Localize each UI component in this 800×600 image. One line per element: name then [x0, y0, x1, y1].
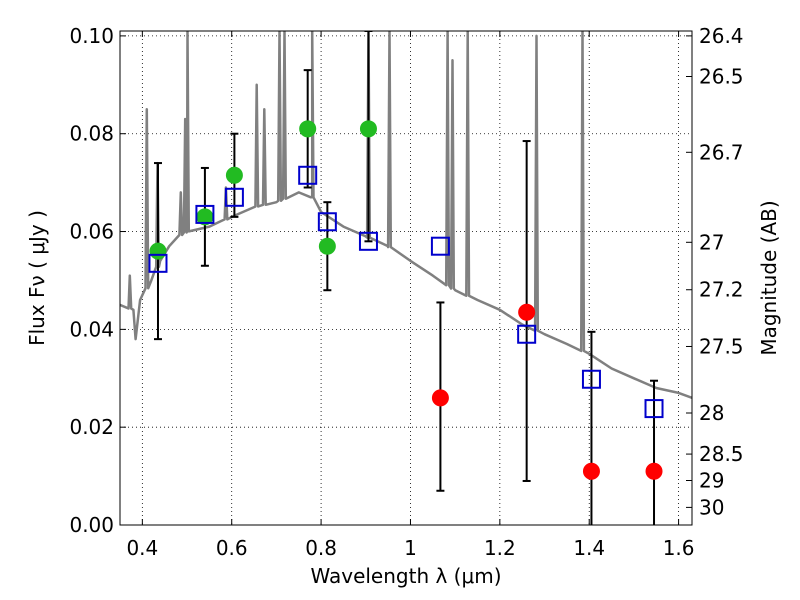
y2-tick-label: 27.5	[699, 334, 744, 358]
green-data-point	[299, 120, 317, 138]
red-data-point	[645, 462, 663, 480]
red-data-point	[582, 462, 600, 480]
y2-tick-label: 27	[699, 230, 724, 254]
y2-tick-label: 26.7	[699, 140, 744, 164]
model-photometry-square	[581, 369, 601, 389]
model-photometry-square	[358, 231, 378, 251]
model-photometry-square	[195, 204, 215, 224]
model-photometry-square	[298, 165, 318, 185]
x-tick-label: 1	[404, 536, 417, 560]
model-photometry-square	[644, 399, 664, 419]
y-tick-label: 0.04	[69, 317, 114, 341]
x-tick-label: 1.2	[484, 536, 516, 560]
y-tick-label: 0.02	[69, 415, 114, 439]
y-axis-label: Flux Fν ( μJy )	[25, 210, 49, 346]
y2-axis-label: Magnitude (AB)	[757, 200, 781, 355]
y2-tick-label: 28.5	[699, 442, 744, 466]
y-tick-label: 0.06	[69, 220, 114, 244]
plot-area	[120, 31, 692, 525]
model-photometry-square	[148, 253, 168, 273]
x-tick-label: 0.4	[126, 536, 158, 560]
red-data-point	[518, 303, 536, 321]
x-tick-label: 0.6	[216, 536, 248, 560]
model-photometry-square	[224, 187, 244, 207]
red-data-point	[431, 389, 449, 407]
plot-frame	[119, 30, 693, 526]
x-tick-label: 0.8	[305, 536, 337, 560]
y2-tick-label: 26.4	[699, 24, 744, 48]
x-axis-label: Wavelength λ (μm)	[310, 564, 501, 588]
model-spectrum-line	[120, 31, 692, 399]
y2-tick-label: 28	[699, 401, 724, 425]
green-data-point	[318, 237, 336, 255]
y-tick-label: 0.10	[69, 24, 114, 48]
y2-tick-label: 30	[699, 495, 724, 519]
y-tick-label: 0.08	[69, 122, 114, 146]
y2-tick-label: 27.2	[699, 278, 744, 302]
y2-tick-label: 26.5	[699, 64, 744, 88]
model-photometry-square	[517, 324, 537, 344]
x-tick-label: 1.6	[663, 536, 695, 560]
y-tick-label: 0.00	[69, 513, 114, 537]
green-data-point	[359, 120, 377, 138]
green-data-point	[149, 242, 167, 260]
model-photometry-square	[317, 212, 337, 232]
y2-tick-label: 29	[699, 468, 724, 492]
model-photometry-square	[430, 236, 450, 256]
green-data-point	[225, 166, 243, 184]
axis-ticks: 0.4 0.6 0.8 1 1.2 1.4 1.6 0.00 0.02 0.04 0.06 0.08 0…	[69, 24, 743, 560]
x-tick-label: 1.4	[573, 536, 605, 560]
